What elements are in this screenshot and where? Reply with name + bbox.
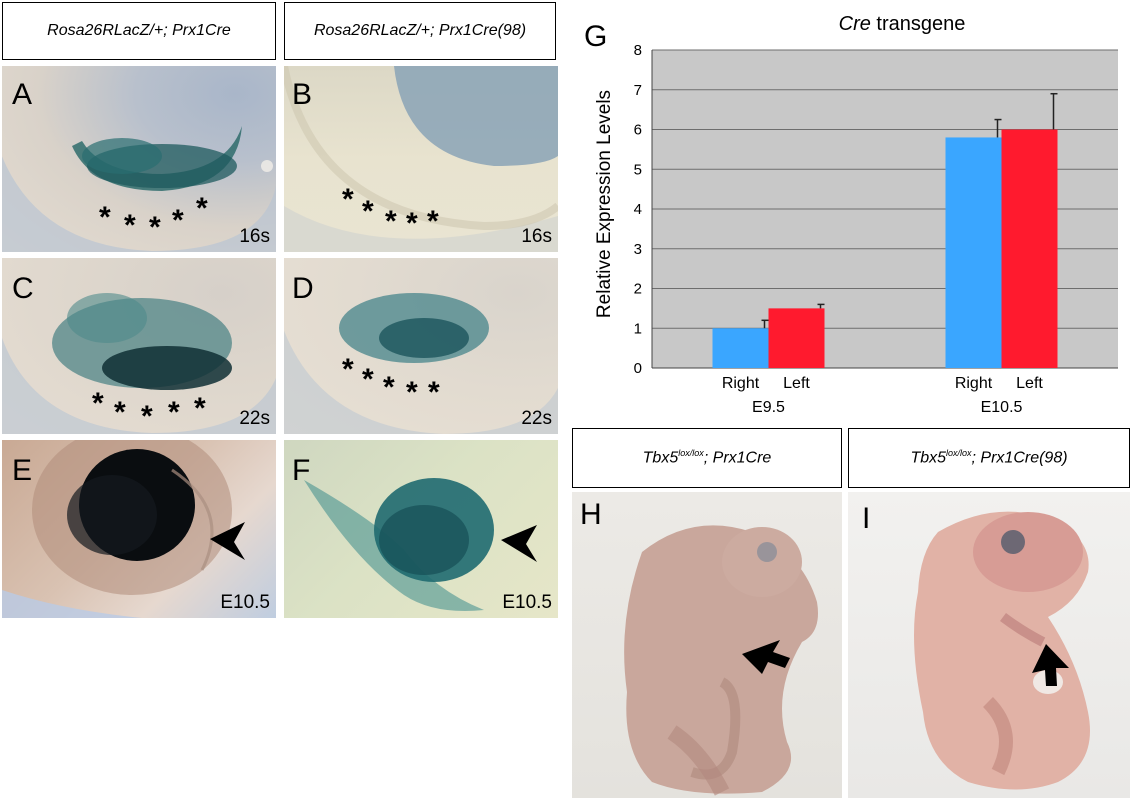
x-group-label: E9.5 [752, 399, 785, 416]
asterisk: * [168, 396, 180, 429]
chart-title: Cre transgene [839, 13, 966, 35]
asterisk: * [194, 392, 206, 425]
panel-a-stage: 16s [239, 226, 270, 247]
panel-e-image [2, 440, 245, 618]
header-col3: Tbx5lox/lox; Prx1Cre [572, 428, 842, 488]
asterisk: * [196, 192, 208, 225]
panel-b: B * * * * * 16s [284, 66, 558, 252]
chart-plot-area: 0 1 2 3 4 5 6 7 8 Right Left E9.5 Right Left E10.5 [634, 42, 1118, 416]
panel-h: H [572, 492, 842, 798]
y-tick-label: 8 [634, 42, 642, 59]
x-tick-label: Left [783, 375, 810, 392]
x-tick-label: Right [722, 375, 760, 392]
asterisk: * [342, 353, 354, 386]
asterisk: * [406, 207, 418, 240]
panel-c-label: C [12, 272, 34, 305]
panel-e: E E10.5 [2, 440, 276, 618]
y-tick-label: 3 [634, 241, 642, 258]
bar-e10-5-right [945, 137, 1002, 368]
panel-h-label: H [580, 498, 602, 531]
header-col3-text: Tbx5lox/lox; Prx1Cre [642, 448, 772, 467]
bar-e9-5-left [768, 308, 825, 368]
x-tick-label: Right [955, 375, 993, 392]
header-col2: Rosa26RLacZ/+; Prx1Cre(98) [284, 2, 556, 60]
header-col1: Rosa26RLacZ/+; Prx1Cre [2, 2, 276, 60]
y-tick-label: 6 [634, 122, 642, 139]
asterisk: * [342, 183, 354, 216]
asterisk: * [385, 205, 397, 238]
asterisk: * [383, 371, 395, 404]
asterisk: * [427, 205, 439, 238]
asterisk: * [428, 376, 440, 409]
asterisk: * [149, 211, 161, 244]
panel-e-stage: E10.5 [220, 592, 270, 613]
asterisk: * [406, 376, 418, 409]
y-tick-label: 1 [634, 320, 642, 337]
y-tick-label: 5 [634, 161, 642, 178]
panel-i-label: I [862, 502, 871, 535]
panel-d: D * * * * * 22s [284, 258, 558, 434]
x-tick-label: Left [1016, 375, 1043, 392]
panel-f-stage: E10.5 [502, 592, 552, 613]
asterisk: * [362, 195, 374, 228]
asterisk: * [114, 396, 126, 429]
panel-a-label: A [12, 78, 33, 111]
panel-d-stage: 22s [521, 408, 552, 429]
y-tick-label: 2 [634, 281, 642, 298]
panel-f: F E10.5 [284, 440, 558, 618]
panel-a-image [2, 126, 276, 252]
panel-a: A * * * * * 16s [2, 66, 276, 252]
panel-b-image [284, 66, 558, 252]
header-col1-text: Rosa26RLacZ/+; Prx1Cre [47, 22, 231, 39]
bar-e9-5-right [712, 328, 769, 368]
asterisk: * [92, 387, 104, 420]
panel-c-stage: 22s [239, 408, 270, 429]
header-col4-text: Tbx5lox/lox; Prx1Cre(98) [910, 448, 1068, 467]
y-tick-label: 7 [634, 82, 642, 99]
panel-d-image [284, 293, 558, 434]
panel-i: I [848, 492, 1130, 798]
cre-transgene-chart: Cre transgene Relative Expression Levels… [594, 13, 1118, 416]
asterisk: * [172, 204, 184, 237]
header-col2-text: Rosa26RLacZ/+; Prx1Cre(98) [313, 22, 527, 39]
panel-d-label: D [292, 272, 314, 305]
panel-c-image [2, 293, 276, 434]
panel-e-label: E [12, 454, 33, 487]
y-tick-label: 4 [634, 201, 642, 218]
x-group-label: E10.5 [981, 399, 1023, 416]
panel-f-label: F [292, 454, 311, 487]
panel-b-stage: 16s [521, 226, 552, 247]
asterisk: * [362, 363, 374, 396]
asterisk: * [99, 201, 111, 234]
bar-e10-5-left [1001, 129, 1058, 368]
header-col4: Tbx5lox/lox; Prx1Cre(98) [848, 428, 1130, 488]
panel-f-image [304, 478, 537, 611]
asterisk: * [124, 209, 136, 242]
panel-g-label: G [584, 20, 608, 53]
panel-b-label: B [292, 78, 313, 111]
chart-y-label: Relative Expression Levels [594, 90, 615, 318]
asterisk: * [141, 400, 153, 433]
panel-h-image [624, 525, 818, 796]
panel-c: C * * * * * 22s [2, 258, 276, 434]
panel-i-image [914, 511, 1090, 790]
y-tick-label: 0 [634, 360, 642, 377]
